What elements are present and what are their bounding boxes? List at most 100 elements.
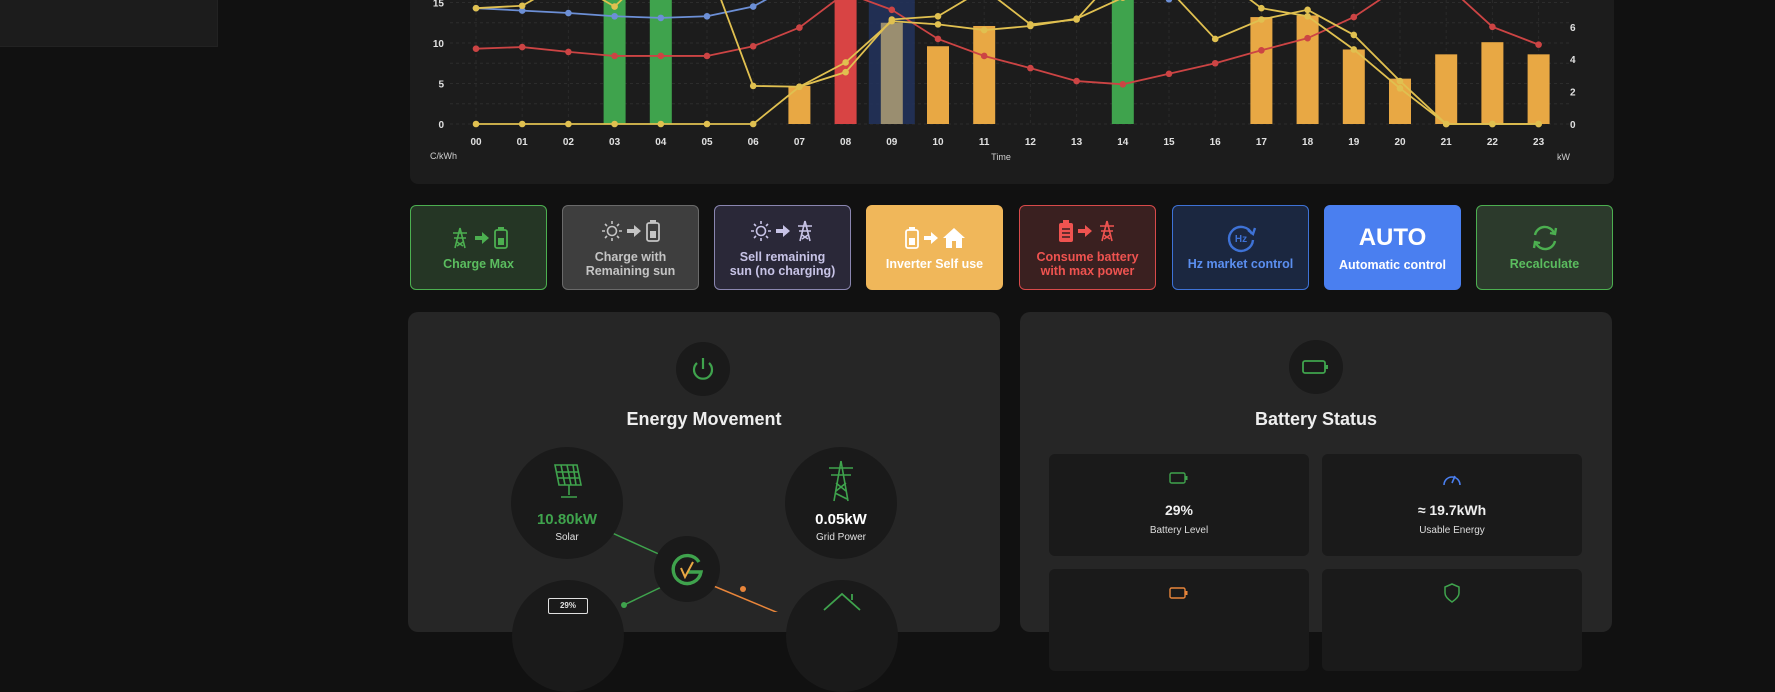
hz-market-control-button[interactable]: Hz Hz market control (1172, 205, 1309, 290)
series-point (1535, 120, 1542, 128)
usable-energy-card: ≈ 19.7kWh Usable Energy (1322, 454, 1582, 556)
series-point (1304, 34, 1311, 42)
series-point (749, 120, 757, 128)
grid-node: 0.05kW Grid Power (785, 447, 897, 559)
series-point (1350, 13, 1358, 21)
battery-icon (645, 219, 660, 242)
chart-bar (1389, 78, 1411, 124)
charge-max-button[interactable]: Charge Max (410, 205, 547, 290)
series-point (1258, 4, 1265, 12)
hz-icon-text: Hz (1234, 234, 1246, 245)
series-point (1165, 0, 1173, 3)
series-point (1073, 15, 1080, 22)
grid-tower-icon (452, 227, 467, 248)
series-point (611, 52, 618, 60)
series-point (1535, 41, 1542, 48)
solar-label: Solar (555, 532, 579, 543)
series-point (703, 12, 711, 20)
series-point (1258, 46, 1265, 54)
series-point (980, 26, 988, 34)
series-point (518, 43, 526, 51)
right-axis-unit: kW (1557, 152, 1571, 162)
battery-status-panel: Battery Status 29% Battery Level ≈ 19.7k… (1020, 312, 1612, 671)
right-tick-label: 0 (1570, 120, 1576, 131)
x-tick-label: 13 (1071, 137, 1083, 148)
usable-energy-value: ≈ 19.7kWh (1417, 502, 1487, 518)
automatic-control-label: Automatic control (1339, 257, 1446, 272)
battery-node-badge: 29% (548, 598, 588, 614)
series-point (1304, 6, 1311, 14)
series-point (1211, 35, 1219, 43)
series-point (1211, 59, 1219, 67)
series-point (796, 24, 803, 31)
series-point (472, 120, 480, 128)
price-schedule-chart: 00 01 02 03 04 05 06 07 08 09 10 11 12 13 14 15 16 17 18 19… (410, 0, 1614, 184)
sell-remaining-sun-button[interactable]: Sell remaining sun (no charging) (714, 205, 851, 290)
series-point (1027, 64, 1034, 72)
series-point (565, 48, 572, 56)
series-point (611, 3, 618, 10)
x-tick-label: 07 (794, 137, 806, 148)
series-point (888, 17, 896, 25)
inverter-self-use-button[interactable]: Inverter Self use (866, 205, 1003, 290)
grid-tower-icon (797, 220, 812, 241)
battery-level-label: Battery Level (1149, 525, 1209, 536)
series-point (611, 120, 618, 128)
chart-bar (927, 46, 949, 124)
series-point (657, 120, 665, 128)
grid-power-value: 0.05kW (815, 511, 867, 528)
recalculate-button[interactable]: Recalculate (1476, 205, 1613, 290)
battery-icon (493, 226, 508, 249)
series-point (518, 2, 526, 10)
series-point (749, 82, 757, 90)
x-tick-label: 08 (840, 137, 852, 148)
x-tick-label: 22 (1487, 137, 1499, 148)
arrow-right-icon (474, 231, 489, 244)
battery-discharge-icon (1058, 219, 1073, 242)
chart-bar (1296, 15, 1319, 125)
series-point (934, 35, 942, 43)
arrow-right-icon (775, 224, 790, 237)
inverter-hub-node (654, 536, 720, 602)
x-tick-label: 01 (517, 137, 529, 148)
series-point (657, 52, 665, 60)
x-tick-label: 05 (701, 137, 713, 148)
power-icon (676, 342, 730, 396)
series-point (888, 6, 896, 14)
battery-status-icon (1289, 340, 1343, 394)
chart-bar (1435, 54, 1458, 125)
series-line (475, 0, 1539, 125)
series-point (1489, 120, 1496, 128)
series-point (1489, 23, 1496, 31)
chart-bar (603, 0, 626, 124)
left-tick-label: 0 (438, 120, 444, 131)
arrow-right-icon (923, 231, 938, 244)
automatic-control-button[interactable]: AUTO Automatic control (1324, 205, 1461, 290)
right-tick-label: 8 (1570, 0, 1576, 1)
chart-bar (1111, 0, 1134, 124)
chart-ticks: 00 01 02 03 04 05 06 07 08 09 10 11 12 13 14 15 16 17 18 19… (433, 0, 1576, 148)
x-tick-label: 21 (1441, 137, 1453, 148)
battery-level-card: 29% Battery Level (1049, 454, 1309, 556)
sell-remaining-sun-label: Sell remaining sun (no charging) (729, 249, 836, 278)
series-point (1120, 0, 1126, 1)
series-point (842, 59, 849, 66)
series-point (1258, 16, 1265, 23)
charge-remaining-sun-button[interactable]: Charge with Remaining sun (562, 205, 699, 290)
consume-battery-button[interactable]: Consume battery with max power (1019, 205, 1156, 290)
arrow-right-icon (1077, 224, 1092, 237)
sidebar-panel (0, 0, 218, 47)
x-tick-label: 00 (470, 137, 482, 148)
series-point (1304, 12, 1311, 20)
left-tick-label: 10 (433, 39, 445, 50)
series-line (475, 0, 1170, 19)
inverter-self-use-label: Inverter Self use (885, 256, 984, 271)
charge-remaining-sun-label: Charge with Remaining sun (585, 249, 676, 278)
series-point (518, 7, 526, 14)
gauge-icon (1443, 475, 1461, 486)
chart-bar (1481, 42, 1504, 124)
series-point (1442, 120, 1450, 128)
chart-bar (1250, 17, 1273, 124)
energy-movement-title: Energy Movement (626, 409, 782, 429)
x-tick-label: 03 (609, 137, 621, 148)
